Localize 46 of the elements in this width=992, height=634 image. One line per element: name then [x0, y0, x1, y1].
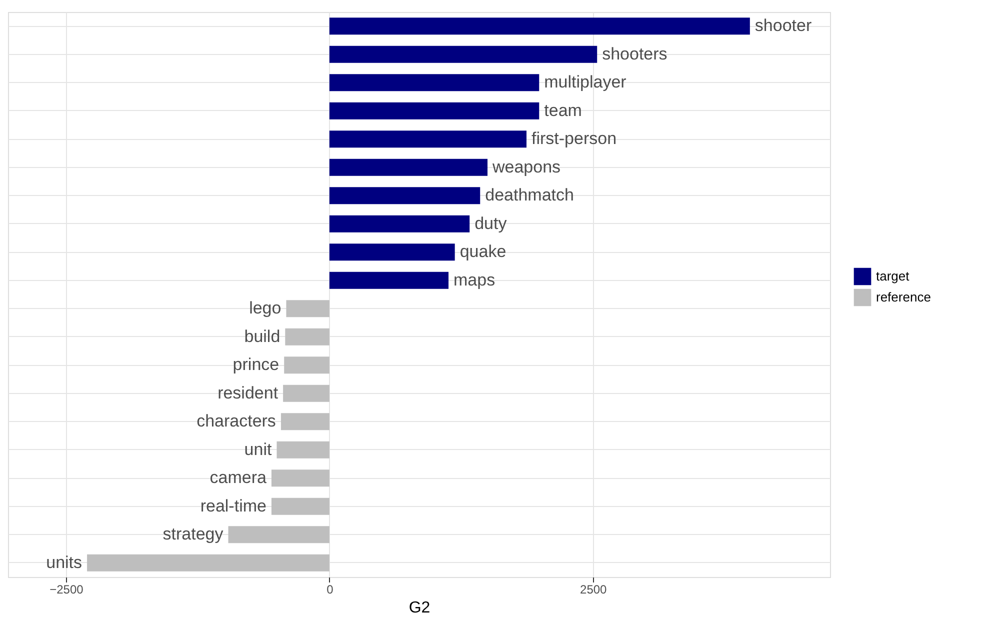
x-axis-title: G2 [408, 600, 430, 616]
bar [329, 272, 449, 289]
legend-label: target [876, 268, 910, 284]
y-tick-label: units [46, 552, 82, 572]
bar [283, 384, 330, 402]
y-tick-label: unit [244, 440, 272, 459]
bar [87, 554, 330, 572]
bar [271, 498, 330, 515]
bar [271, 470, 330, 487]
y-tick-label: deathmatch [485, 186, 574, 205]
bar [329, 244, 455, 261]
bar [329, 74, 540, 92]
bar [329, 215, 470, 232]
y-tick-label: maps [454, 270, 496, 290]
y-tick-label: shooters [602, 44, 668, 64]
legend-label: reference [876, 290, 931, 304]
y-tick-label: strategy [162, 524, 224, 544]
y-tick-label: resident [218, 383, 278, 402]
bar [284, 356, 330, 374]
y-tick-label: quake [460, 242, 506, 262]
y-tick-label: camera [210, 468, 268, 488]
y-tick-label: real-time [200, 496, 266, 516]
bar [228, 526, 330, 544]
bar [329, 158, 488, 176]
bar [329, 46, 598, 63]
y-tick-label: first-person [531, 129, 617, 148]
bar [329, 102, 540, 120]
bar [329, 130, 526, 148]
bar [285, 328, 330, 346]
x-tick-label: −2500 [50, 582, 84, 596]
y-tick-label: team [544, 100, 582, 120]
x-tick-label: 2500 [580, 582, 608, 596]
y-tick-label: characters [196, 412, 276, 431]
bar [329, 18, 750, 35]
bar [276, 441, 330, 458]
y-tick-label: duty [474, 214, 508, 233]
y-tick-label: build [244, 326, 280, 346]
y-tick-label: shooter [754, 16, 812, 36]
y-tick-label: prince [232, 355, 280, 374]
y-tick-label: multiplayer [544, 72, 627, 92]
y-tick-label: weapons [492, 157, 561, 176]
bar [280, 413, 330, 430]
y-tick-label: lego [249, 298, 282, 318]
x-tick-label: 0 [326, 582, 334, 596]
bar [286, 300, 330, 318]
bar [329, 187, 480, 204]
